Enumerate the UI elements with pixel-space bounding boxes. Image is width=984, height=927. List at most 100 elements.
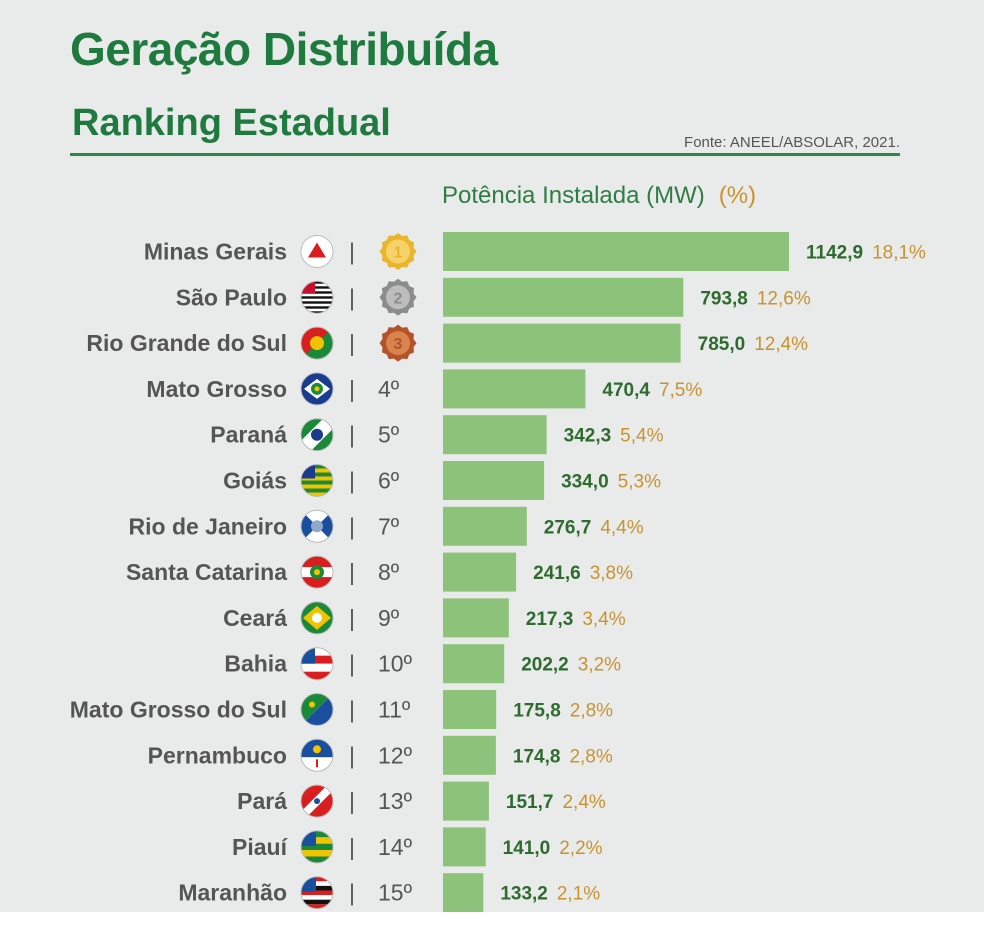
bar	[443, 552, 517, 592]
value-label: 1142,9	[806, 243, 863, 264]
medal-rank-label: 3	[394, 336, 403, 353]
rank-label: 13º	[378, 788, 413, 814]
rank-label: 6º	[378, 468, 400, 494]
percent-label: 12,6%	[757, 288, 811, 309]
ma-flag-icon	[300, 876, 334, 910]
chart-row: São Paulo | 2 793,8 12,6%	[176, 277, 811, 317]
state-label: Rio de Janeiro	[129, 513, 287, 539]
separator: |	[349, 834, 355, 860]
separator: |	[349, 330, 355, 356]
value-label: 470,4	[602, 380, 650, 401]
chart-row: Pernambuco | 12º 174,8 2,8%	[148, 735, 613, 775]
bar	[443, 598, 509, 638]
chart-row: Bahia | 10º 202,2 3,2%	[224, 644, 621, 684]
state-label: Santa Catarina	[126, 559, 287, 585]
percent-label: 7,5%	[659, 380, 702, 401]
column-label: Potência Instalada (MW)	[442, 182, 705, 209]
percent-header: (%)	[718, 182, 757, 209]
value-label: 175,8	[513, 701, 561, 722]
state-label: Mato Grosso do Sul	[70, 697, 287, 723]
bottom-band	[0, 912, 984, 927]
bar	[443, 461, 545, 500]
state-label: Ceará	[223, 605, 287, 631]
state-label: São Paulo	[176, 284, 287, 310]
state-label: Piauí	[232, 834, 289, 860]
state-label: Rio Grande do Sul	[86, 330, 287, 356]
separator: |	[349, 376, 355, 402]
rs-flag-icon	[300, 326, 334, 360]
medal-icon-1: 1	[379, 233, 417, 270]
ba-flag-icon	[300, 647, 334, 681]
pi-flag-icon	[300, 830, 334, 864]
separator: |	[349, 788, 355, 814]
chart-row: Goiás | 6º 334,0 5,3%	[223, 461, 661, 500]
bar	[443, 781, 489, 821]
pr-flag-icon	[300, 418, 334, 452]
rank-label: 4º	[378, 376, 400, 402]
go-flag-icon	[300, 464, 334, 497]
rank-label: 5º	[378, 422, 400, 448]
bar	[443, 323, 681, 363]
ce-flag-icon	[300, 601, 334, 635]
value-label: 276,7	[544, 517, 592, 538]
value-label: 785,0	[698, 334, 746, 355]
percent-label: 2,4%	[562, 792, 605, 813]
chart-row: Santa Catarina | 8º 241,6 3,8%	[126, 552, 633, 592]
ms-flag-icon	[300, 693, 334, 726]
rank-label: 8º	[378, 559, 400, 585]
separator: |	[349, 559, 355, 585]
percent-label: 2,2%	[559, 838, 602, 859]
bar	[443, 369, 586, 409]
percent-label: 2,8%	[570, 701, 613, 722]
separator: |	[349, 742, 355, 768]
chart-row: Rio Grande do Sul | 3 785,0 12,4%	[86, 323, 808, 363]
value-label: 202,2	[521, 655, 569, 676]
chart-row: Rio de Janeiro | 7º 276,7 4,4%	[129, 506, 644, 546]
separator: |	[349, 880, 355, 906]
value-label: 174,8	[513, 746, 561, 767]
bar	[443, 873, 484, 913]
state-label: Minas Gerais	[144, 239, 287, 265]
state-label: Maranhão	[178, 880, 287, 906]
chart-row: Paraná | 5º 342,3 5,4%	[210, 415, 664, 455]
percent-label: 2,8%	[569, 746, 612, 767]
source-note: Fonte: ANEEL/ABSOLAR, 2021.	[684, 134, 900, 151]
mt-flag-icon	[300, 372, 334, 406]
separator: |	[349, 239, 355, 265]
rank-label: 9º	[378, 605, 400, 631]
state-label: Goiás	[223, 468, 287, 494]
rank-label: 11º	[378, 697, 411, 723]
chart-row: Pará | 13º 151,7 2,4%	[237, 781, 606, 821]
value-label: 217,3	[526, 609, 574, 630]
chart-row: Piauí | 14º 141,0 2,2%	[232, 827, 603, 867]
percent-label: 3,2%	[578, 655, 621, 676]
medal-rank-label: 2	[394, 290, 403, 307]
rank-label: 7º	[378, 513, 400, 539]
rank-label: 12º	[378, 742, 413, 768]
separator: |	[349, 513, 355, 539]
value-label: 133,2	[500, 884, 548, 905]
bar	[443, 232, 789, 271]
rank-label: 10º	[378, 651, 413, 677]
separator: |	[349, 284, 355, 310]
bar	[443, 827, 486, 867]
state-label: Bahia	[224, 651, 287, 677]
separator: |	[349, 468, 355, 494]
column-header: Potência Instalada (MW) (%)	[442, 182, 756, 210]
percent-label: 5,3%	[618, 472, 661, 493]
pa-flag-icon	[300, 784, 334, 818]
bar	[443, 690, 497, 729]
value-label: 342,3	[564, 426, 612, 447]
percent-label: 4,4%	[600, 517, 643, 538]
value-label: 151,7	[506, 792, 554, 813]
percent-label: 3,8%	[590, 563, 633, 584]
state-label: Pernambuco	[148, 742, 287, 768]
chart-row: Mato Grosso do Sul | 11º 175,8 2,8%	[70, 690, 613, 729]
sc-flag-icon	[300, 555, 334, 589]
bar	[443, 277, 684, 317]
medal-icon-2: 2	[379, 278, 417, 316]
state-label: Paraná	[210, 422, 287, 448]
rank-label: 15º	[378, 880, 413, 906]
chart-subtitle: Ranking Estadual	[72, 102, 391, 144]
